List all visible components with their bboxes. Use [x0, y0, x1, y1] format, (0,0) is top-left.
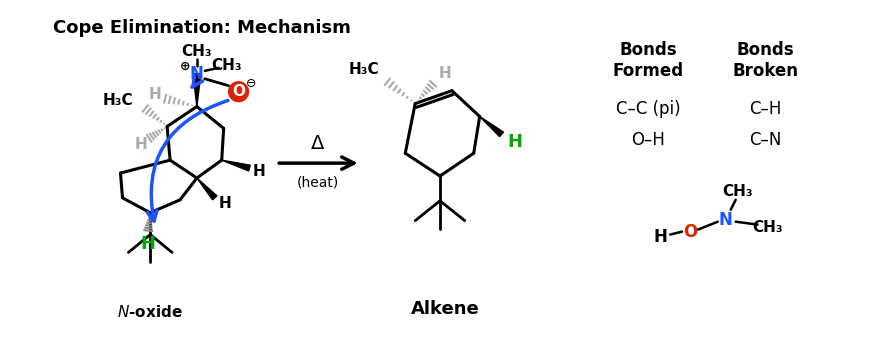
Text: H: H: [652, 228, 667, 246]
Text: O: O: [232, 84, 245, 99]
Text: Δ: Δ: [311, 134, 324, 153]
Text: H: H: [140, 236, 155, 253]
Text: N: N: [189, 65, 203, 83]
Text: CH₃: CH₃: [211, 58, 242, 73]
Text: CH₃: CH₃: [722, 184, 752, 199]
Text: H: H: [149, 87, 161, 102]
Text: H₃C: H₃C: [348, 62, 379, 77]
Text: ⊕: ⊕: [180, 59, 190, 72]
Text: Alkene: Alkene: [410, 300, 479, 318]
Polygon shape: [193, 74, 201, 107]
Text: C–N: C–N: [748, 131, 781, 149]
Polygon shape: [479, 116, 503, 137]
Text: H: H: [135, 137, 147, 152]
Text: Bonds
Formed: Bonds Formed: [612, 41, 683, 80]
Text: H: H: [253, 164, 266, 179]
Text: ⊖: ⊖: [246, 77, 256, 90]
Text: H: H: [438, 66, 451, 81]
Text: H: H: [506, 133, 521, 151]
Text: O: O: [682, 223, 696, 241]
Text: CH₃: CH₃: [182, 44, 212, 59]
Polygon shape: [222, 160, 250, 171]
Text: H₃C: H₃C: [102, 93, 132, 108]
Text: Cope Elimination: Mechanism: Cope Elimination: Mechanism: [53, 19, 351, 37]
Text: Bonds
Broken: Bonds Broken: [731, 41, 797, 80]
Text: (heat): (heat): [296, 176, 339, 190]
Text: O–H: O–H: [631, 131, 665, 149]
Text: N: N: [718, 211, 732, 229]
Text: C–H: C–H: [748, 100, 781, 117]
Text: CH₃: CH₃: [752, 220, 782, 235]
Polygon shape: [196, 178, 217, 200]
Text: H: H: [218, 196, 231, 211]
Text: C–C (pi): C–C (pi): [616, 100, 680, 117]
Text: $\it{N}$-oxide: $\it{N}$-oxide: [118, 304, 183, 320]
Circle shape: [228, 82, 248, 102]
